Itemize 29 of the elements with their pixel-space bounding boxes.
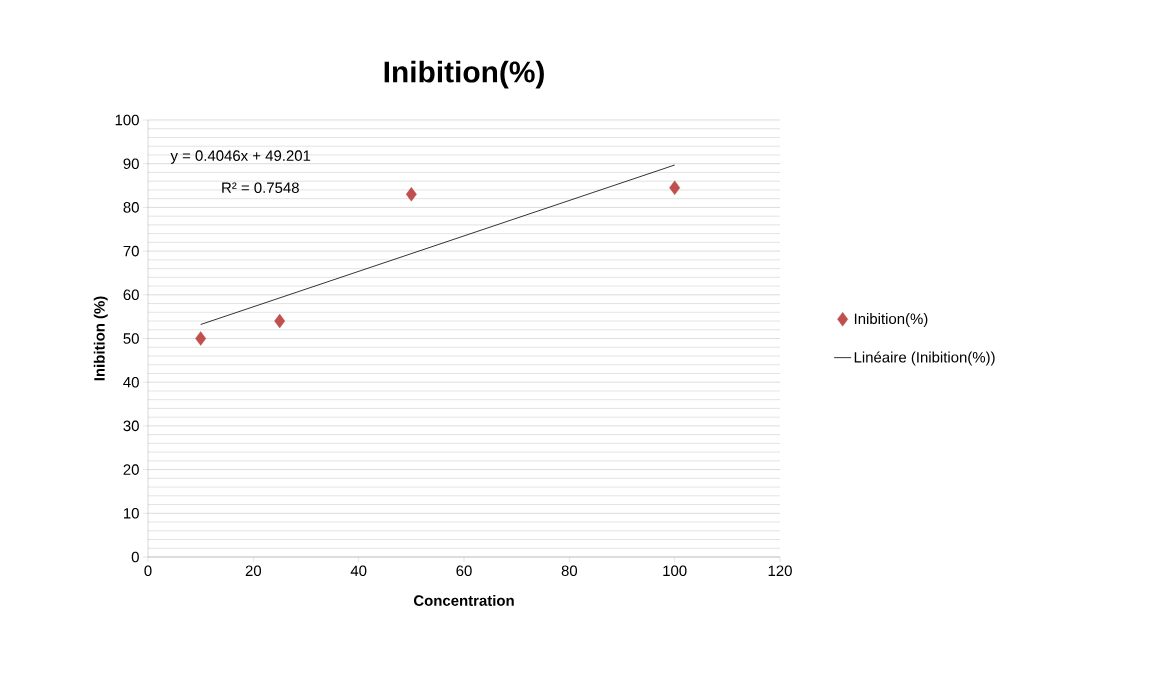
y-axis-title: Inibition (%) bbox=[93, 296, 108, 381]
x-tick-label: 0 bbox=[144, 565, 152, 577]
y-tick-label: 50 bbox=[123, 333, 139, 344]
x-tick-label: 20 bbox=[245, 565, 262, 577]
x-tick-label: 120 bbox=[768, 565, 792, 577]
point bbox=[405, 187, 417, 202]
legend-label: Inibition(%) bbox=[854, 313, 928, 328]
y-tick-label: 70 bbox=[123, 245, 139, 257]
annotation: R² = 0.7548 bbox=[222, 182, 299, 194]
point bbox=[669, 180, 681, 195]
y-tick-label: 0 bbox=[131, 551, 139, 563]
x-tick-label: 60 bbox=[456, 565, 472, 577]
x-tick-label: 80 bbox=[561, 565, 578, 577]
y-tick-label: 30 bbox=[123, 420, 139, 432]
x-tick-label: 100 bbox=[663, 565, 687, 577]
y-tick-label: 40 bbox=[123, 376, 139, 388]
point bbox=[195, 331, 207, 346]
y-tick-label: 60 bbox=[123, 289, 139, 301]
y-tick-label: 100 bbox=[115, 114, 139, 126]
legend-label: Linéaire (Inibition(%)) bbox=[854, 351, 995, 366]
x-axis-title: Concentration bbox=[413, 594, 514, 606]
chart-title: Inibition(%) bbox=[384, 60, 544, 89]
x-tick-label: 40 bbox=[350, 565, 367, 577]
y-tick-label: 80 bbox=[123, 202, 139, 213]
annotation: y = 0.4046x + 49.201 bbox=[170, 150, 311, 164]
point bbox=[274, 313, 286, 329]
y-tick-label: 10 bbox=[124, 508, 139, 519]
y-tick-label: 90 bbox=[123, 158, 139, 169]
y-tick-label: 20 bbox=[123, 464, 139, 475]
